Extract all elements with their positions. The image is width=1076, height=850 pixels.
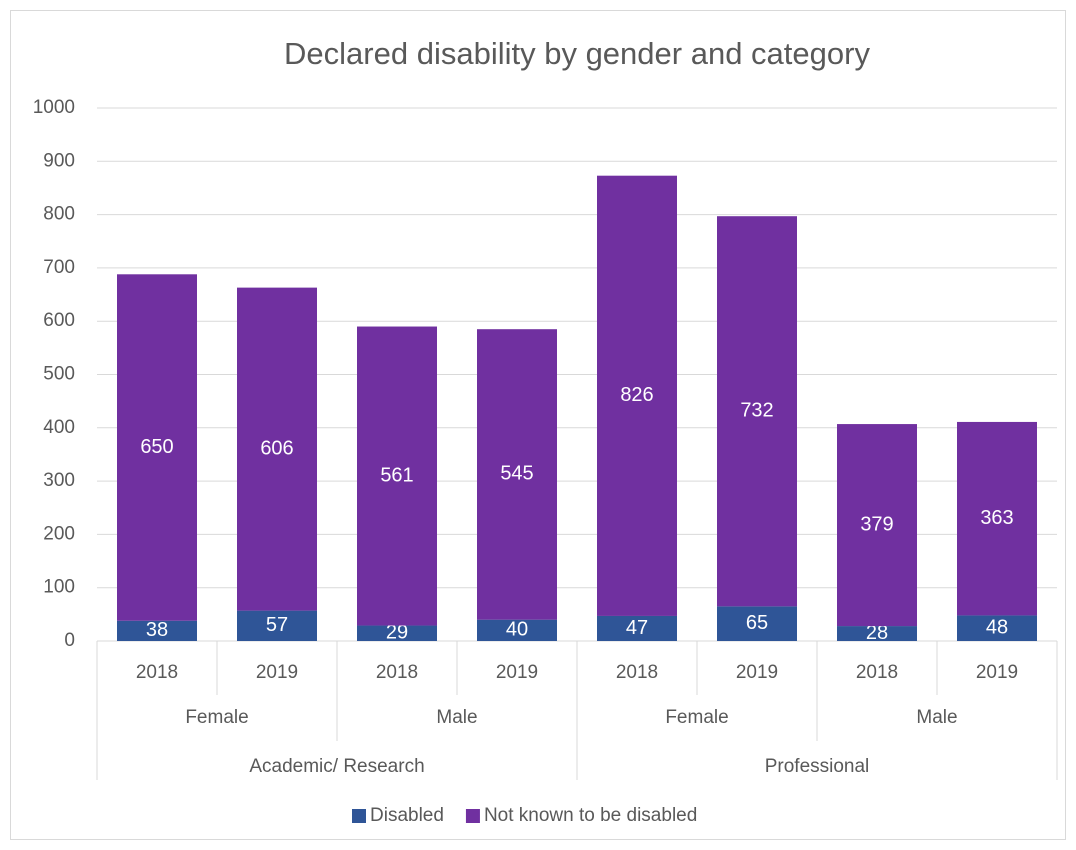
bar-segment — [477, 329, 557, 620]
bar-segment — [237, 610, 317, 641]
category-label-level-1: Male — [916, 707, 957, 728]
y-tick-label: 500 — [43, 364, 75, 385]
bar-segment — [237, 287, 317, 611]
bar-segment — [597, 615, 677, 641]
category-label-level-2: 2018 — [136, 662, 178, 683]
data-label: 363 — [980, 507, 1013, 529]
category-label-level-2: 2019 — [976, 662, 1018, 683]
bar-segment — [837, 626, 917, 641]
legend-swatch — [352, 809, 366, 823]
category-label-level-1: Female — [185, 707, 248, 728]
data-label: 826 — [620, 384, 653, 406]
data-label: 38 — [146, 619, 168, 641]
data-label: 379 — [860, 513, 893, 535]
data-label: 545 — [500, 463, 533, 485]
data-label: 57 — [266, 614, 288, 636]
bar-segment — [597, 175, 677, 616]
bar-segment — [717, 606, 797, 641]
data-label: 40 — [506, 619, 528, 641]
bar-segment — [117, 620, 197, 641]
bar-segment — [117, 274, 197, 621]
bar-segment — [357, 625, 437, 641]
y-tick-label: 200 — [43, 523, 75, 544]
y-tick-label: 1000 — [33, 97, 75, 118]
data-label: 650 — [140, 436, 173, 458]
legend-swatch — [465, 809, 480, 823]
legend-label: Not known to be disabled — [484, 805, 697, 826]
y-tick-label: 900 — [43, 150, 75, 171]
y-tick-label: 600 — [43, 310, 75, 331]
y-tick-label: 400 — [43, 417, 75, 438]
y-tick-label: 100 — [43, 577, 75, 598]
data-label: 606 — [260, 437, 293, 459]
category-label-level-2: 2019 — [496, 662, 538, 683]
y-tick-label: 800 — [43, 204, 75, 225]
category-label-level-1: Male — [436, 707, 477, 728]
data-label: 65 — [746, 612, 768, 634]
data-label: 47 — [626, 617, 648, 639]
category-label-level-2: 2018 — [376, 662, 418, 683]
bar-segment — [717, 216, 797, 607]
bar-segment — [477, 619, 557, 641]
data-label: 561 — [380, 464, 413, 486]
category-label-level-2: 2018 — [856, 662, 898, 683]
y-tick-label: 300 — [43, 470, 75, 491]
chart-title: Declared disability by gender and catego… — [284, 36, 870, 71]
bar-segment — [957, 615, 1037, 641]
legend-label: Disabled — [370, 805, 444, 826]
data-label: 48 — [986, 616, 1008, 638]
bar-segment — [957, 421, 1037, 616]
data-label: 732 — [740, 400, 773, 422]
category-label-level-2: 2019 — [736, 662, 778, 683]
category-label-level-1: Female — [665, 707, 728, 728]
y-tick-label: 700 — [43, 257, 75, 278]
data-label: 29 — [386, 622, 408, 644]
category-label-level-2: 2018 — [616, 662, 658, 683]
category-label-level-2: 2019 — [256, 662, 298, 683]
category-label-level-0: Professional — [765, 756, 870, 777]
y-tick-label: 0 — [64, 630, 75, 651]
bar-segment — [837, 424, 917, 627]
bar-segment — [357, 326, 437, 626]
data-label: 28 — [866, 622, 888, 644]
category-label-level-0: Academic/ Research — [249, 756, 424, 777]
